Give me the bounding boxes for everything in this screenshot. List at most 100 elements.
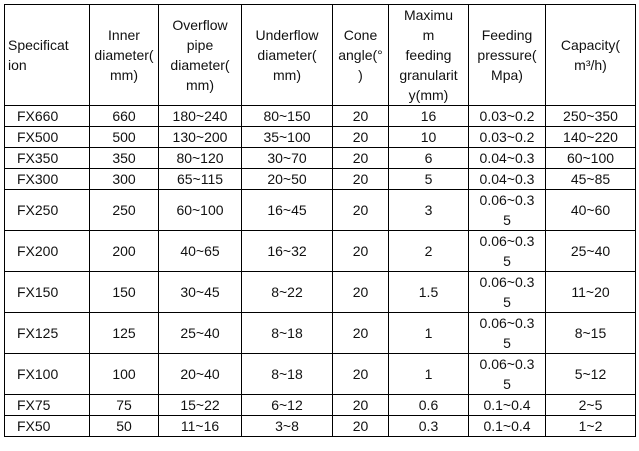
cell-max-feeding-granularity: 6 xyxy=(388,147,469,169)
cell-cone-angle: 20 xyxy=(332,147,389,169)
cell-capacity: 8~15 xyxy=(545,312,636,354)
table-row: FX660 660 180~240 80~150 20 16 0.03~0.2 250~350 xyxy=(4,105,636,127)
cell-underflow-diameter: 6~12 xyxy=(241,394,333,416)
cell-inner-diameter: 350 xyxy=(89,147,159,169)
cell-overflow-pipe-diameter: 25~40 xyxy=(158,312,242,354)
cell-inner-diameter: 75 xyxy=(89,394,159,416)
header-cone-angle: Cone angle(° ) xyxy=(332,4,389,106)
header-max-feeding-granularity: Maximu m feeding granularit y(mm) xyxy=(388,4,469,106)
cell-specification: FX125 xyxy=(4,312,90,354)
cell-inner-diameter: 660 xyxy=(89,105,159,127)
table-body: Specificat ion Inner diameter( mm) Overflo… xyxy=(4,4,636,437)
cell-underflow-diameter: 8~18 xyxy=(241,353,333,395)
cell-max-feeding-granularity: 2 xyxy=(388,230,469,272)
cell-cone-angle: 20 xyxy=(332,230,389,272)
cell-max-feeding-granularity: 1.5 xyxy=(388,271,469,313)
cell-underflow-diameter: 16~45 xyxy=(241,189,333,231)
cell-underflow-diameter: 3~8 xyxy=(241,415,333,437)
cell-feeding-pressure: 0.1~0.4 xyxy=(468,394,546,416)
cell-capacity: 2~5 xyxy=(545,394,636,416)
cell-overflow-pipe-diameter: 65~115 xyxy=(158,168,242,190)
cell-feeding-pressure: 0.03~0.2 xyxy=(468,126,546,148)
cell-feeding-pressure: 0.06~0.3 5 xyxy=(468,189,546,231)
cell-max-feeding-granularity: 5 xyxy=(388,168,469,190)
cell-overflow-pipe-diameter: 15~22 xyxy=(158,394,242,416)
cell-specification: FX50 xyxy=(4,415,90,437)
cell-inner-diameter: 150 xyxy=(89,271,159,313)
cell-overflow-pipe-diameter: 30~45 xyxy=(158,271,242,313)
cell-feeding-pressure: 0.06~0.3 5 xyxy=(468,230,546,272)
cell-max-feeding-granularity: 0.6 xyxy=(388,394,469,416)
cell-feeding-pressure: 0.06~0.3 5 xyxy=(468,312,546,354)
cell-cone-angle: 20 xyxy=(332,271,389,313)
cell-capacity: 5~12 xyxy=(545,353,636,395)
cell-inner-diameter: 50 xyxy=(89,415,159,437)
cell-feeding-pressure: 0.06~0.3 5 xyxy=(468,353,546,395)
cell-overflow-pipe-diameter: 60~100 xyxy=(158,189,242,231)
cell-specification: FX660 xyxy=(4,105,90,127)
cell-underflow-diameter: 8~22 xyxy=(241,271,333,313)
cell-underflow-diameter: 8~18 xyxy=(241,312,333,354)
cell-specification: FX300 xyxy=(4,168,90,190)
cell-cone-angle: 20 xyxy=(332,189,389,231)
cell-specification: FX75 xyxy=(4,394,90,416)
cell-max-feeding-granularity: 1 xyxy=(388,353,469,395)
cell-capacity: 25~40 xyxy=(545,230,636,272)
cell-cone-angle: 20 xyxy=(332,353,389,395)
header-capacity: Capacity( m³/h) xyxy=(545,4,636,106)
cell-specification: FX500 xyxy=(4,126,90,148)
cell-cone-angle: 20 xyxy=(332,312,389,354)
cell-feeding-pressure: 0.03~0.2 xyxy=(468,105,546,127)
cell-cone-angle: 20 xyxy=(332,394,389,416)
cell-max-feeding-granularity: 3 xyxy=(388,189,469,231)
cell-specification: FX250 xyxy=(4,189,90,231)
cell-cone-angle: 20 xyxy=(332,126,389,148)
header-feeding-pressure: Feeding pressure( Mpa) xyxy=(468,4,546,106)
table-row: FX50 50 11~16 3~8 20 0.3 0.1~0.4 1~2 xyxy=(4,415,636,437)
cell-capacity: 60~100 xyxy=(545,147,636,169)
cell-max-feeding-granularity: 10 xyxy=(388,126,469,148)
cell-underflow-diameter: 80~150 xyxy=(241,105,333,127)
cell-overflow-pipe-diameter: 11~16 xyxy=(158,415,242,437)
hydrocyclone-spec-table: Specificat ion Inner diameter( mm) Overflo… xyxy=(4,4,636,437)
table-row: FX300 300 65~115 20~50 20 5 0.04~0.3 45~85 xyxy=(4,168,636,190)
cell-cone-angle: 20 xyxy=(332,105,389,127)
cell-capacity: 250~350 xyxy=(545,105,636,127)
cell-cone-angle: 20 xyxy=(332,168,389,190)
cell-overflow-pipe-diameter: 40~65 xyxy=(158,230,242,272)
cell-feeding-pressure: 0.04~0.3 xyxy=(468,147,546,169)
cell-overflow-pipe-diameter: 130~200 xyxy=(158,126,242,148)
cell-underflow-diameter: 35~100 xyxy=(241,126,333,148)
header-underflow-diameter: Underflow diameter( mm) xyxy=(241,4,333,106)
cell-overflow-pipe-diameter: 20~40 xyxy=(158,353,242,395)
cell-specification: FX100 xyxy=(4,353,90,395)
table-row: FX100 100 20~40 8~18 20 1 0.06~0.3 5 5~12 xyxy=(4,353,636,395)
cell-inner-diameter: 250 xyxy=(89,189,159,231)
cell-specification: FX350 xyxy=(4,147,90,169)
cell-inner-diameter: 500 xyxy=(89,126,159,148)
cell-inner-diameter: 100 xyxy=(89,353,159,395)
cell-max-feeding-granularity: 16 xyxy=(388,105,469,127)
cell-capacity: 1~2 xyxy=(545,415,636,437)
header-inner-diameter: Inner diameter( mm) xyxy=(89,4,159,106)
table-row: FX250 250 60~100 16~45 20 3 0.06~0.3 5 40~60 xyxy=(4,189,636,231)
header-specification: Specificat ion xyxy=(4,4,90,106)
cell-inner-diameter: 125 xyxy=(89,312,159,354)
table-row: FX150 150 30~45 8~22 20 1.5 0.06~0.3 5 11~20 xyxy=(4,271,636,313)
cell-specification: FX200 xyxy=(4,230,90,272)
cell-cone-angle: 20 xyxy=(332,415,389,437)
cell-inner-diameter: 300 xyxy=(89,168,159,190)
cell-max-feeding-granularity: 0.3 xyxy=(388,415,469,437)
table-row: FX125 125 25~40 8~18 20 1 0.06~0.3 5 8~15 xyxy=(4,312,636,354)
table-row: FX500 500 130~200 35~100 20 10 0.03~0.2 140~220 xyxy=(4,126,636,148)
cell-underflow-diameter: 16~32 xyxy=(241,230,333,272)
cell-underflow-diameter: 20~50 xyxy=(241,168,333,190)
cell-capacity: 140~220 xyxy=(545,126,636,148)
cell-capacity: 40~60 xyxy=(545,189,636,231)
cell-inner-diameter: 200 xyxy=(89,230,159,272)
cell-capacity: 11~20 xyxy=(545,271,636,313)
cell-overflow-pipe-diameter: 180~240 xyxy=(158,105,242,127)
cell-feeding-pressure: 0.1~0.4 xyxy=(468,415,546,437)
cell-capacity: 45~85 xyxy=(545,168,636,190)
table-row: FX350 350 80~120 30~70 20 6 0.04~0.3 60~100 xyxy=(4,147,636,169)
